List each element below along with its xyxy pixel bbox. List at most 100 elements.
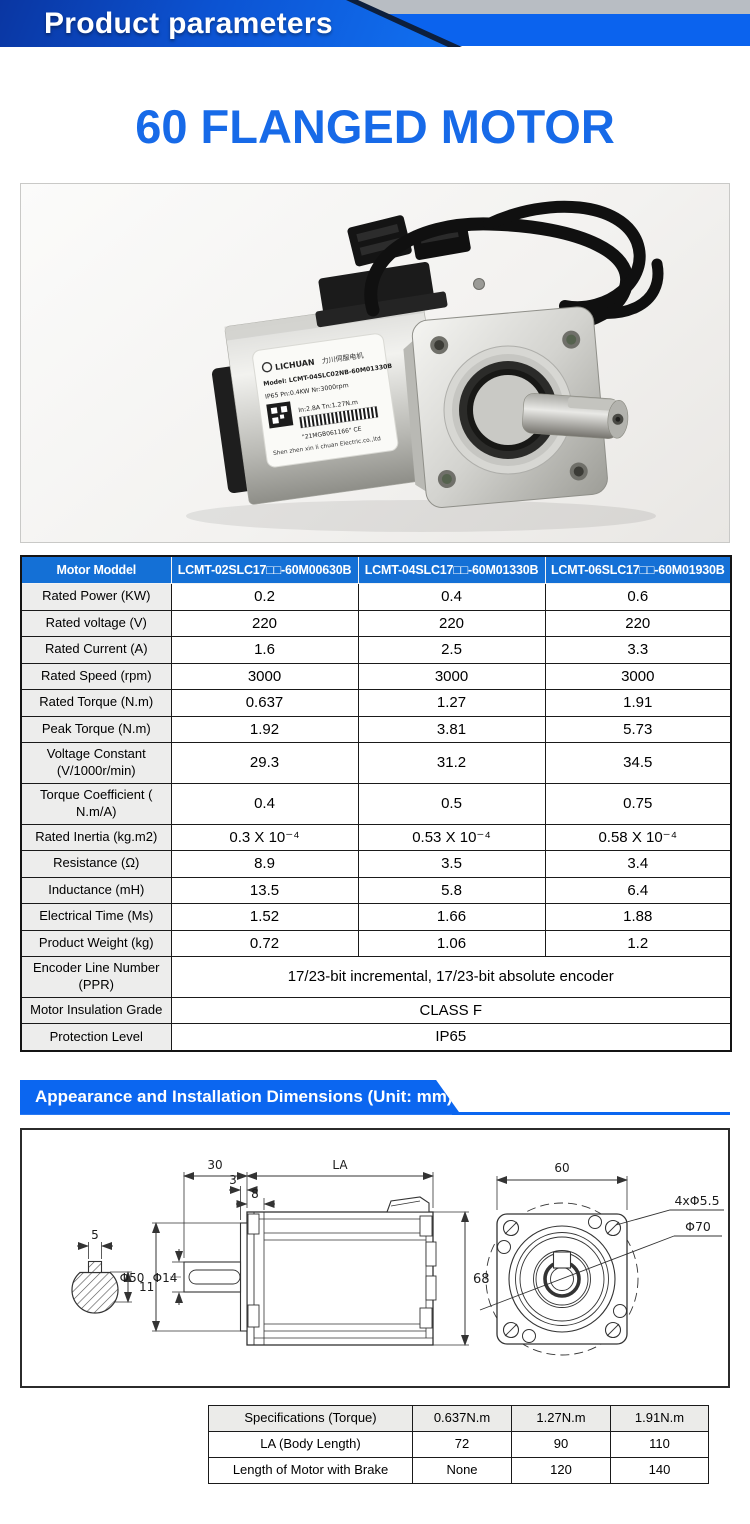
top-banner: Product parameters xyxy=(0,0,750,47)
value-cell: 3000 xyxy=(170,662,359,690)
value-cell: 0.6 xyxy=(544,583,732,611)
value-cell: 3.81 xyxy=(357,715,546,743)
value-cell: 220 xyxy=(170,609,359,637)
dim-label: 60 xyxy=(554,1161,569,1175)
value-cell: 1.91 xyxy=(544,689,732,717)
dim-label: 4xΦ5.5 xyxy=(674,1193,719,1208)
banner-title: Product parameters xyxy=(44,6,333,40)
value-cell: 2.5 xyxy=(357,636,546,664)
spec-row: Resistance (Ω) 8.9 3.5 3.4 xyxy=(20,850,732,878)
span-value-cell: CLASS F xyxy=(170,996,732,1025)
value-cell: 72 xyxy=(412,1430,512,1458)
spec-span-row: Motor Insulation Grade CLASS F xyxy=(20,996,732,1025)
spec-row: Torque Coefficient ( N.m/A) 0.4 0.5 0.75 xyxy=(20,782,732,825)
value-cell: 140 xyxy=(610,1456,709,1484)
row-label: LA (Body Length) xyxy=(208,1430,413,1458)
row-label: Rated Inertia (kg.m2) xyxy=(20,823,172,852)
row-label: Rated Speed (rpm) xyxy=(20,662,172,690)
row-label: Peak Torque (N.m) xyxy=(20,715,172,743)
product-photo-box: LICHUAN 力川伺服电机 Model: LCMT-04SLC02NB-60M… xyxy=(20,183,730,543)
value-cell: 5.8 xyxy=(357,876,546,905)
value-cell: 0.72 xyxy=(170,929,359,958)
spec-header-row: Motor Moddel LCMT-02SLC17□□-60M00630B LC… xyxy=(20,556,732,584)
spec-row: Rated voltage (V) 220 220 220 xyxy=(20,609,732,637)
value-cell: 0.2 xyxy=(170,583,359,611)
dimension-labels: 5 11 30 LA 3 8 Φ50 Φ14 68 60 4xΦ5.5 Φ70 xyxy=(91,1158,719,1294)
value-cell: None xyxy=(412,1456,512,1484)
value-cell: 1.6 xyxy=(170,636,359,664)
shaft-cross-section xyxy=(71,1241,132,1314)
row-label: Voltage Constant (V/1000r/min) xyxy=(20,742,172,784)
value-cell: 5.73 xyxy=(544,715,732,743)
row-label: Rated voltage (V) xyxy=(20,609,172,637)
banner-ribbon: Product parameters xyxy=(0,0,448,47)
spec-span-row: Protection Level IP65 xyxy=(20,1023,732,1052)
motor-shadow xyxy=(186,500,656,532)
spec-corner-header: Motor Moddel xyxy=(20,556,172,584)
banner-gray-strip xyxy=(336,0,750,14)
row-label: Encoder Line Number (PPR) xyxy=(20,956,172,998)
motor-shaft-assembly xyxy=(443,345,629,475)
spec-row: Voltage Constant (V/1000r/min) 29.3 31.2 34… xyxy=(20,742,732,784)
section-title: Appearance and Installation Dimensions (… xyxy=(35,1086,453,1106)
dimension-drawing-box: 5 11 30 LA 3 8 Φ50 Φ14 68 60 4xΦ5.5 Φ70 xyxy=(20,1127,730,1388)
value-cell: 220 xyxy=(357,609,546,637)
value-cell: 0.5 xyxy=(357,782,546,825)
value-cell: 1.92 xyxy=(170,715,359,743)
value-cell: 6.4 xyxy=(544,876,732,905)
span-value-cell: IP65 xyxy=(170,1023,732,1052)
dim-label: 8 xyxy=(251,1187,259,1201)
row-label: Protection Level xyxy=(20,1023,172,1052)
value-cell: 29.3 xyxy=(170,742,359,784)
dim-label: LA xyxy=(332,1158,348,1172)
span-value-cell: 17/23-bit incremental, 17/23-bit absolut… xyxy=(170,956,732,998)
length-header-cell: 1.91N.m xyxy=(610,1404,709,1432)
row-label: Resistance (Ω) xyxy=(20,850,172,878)
connector-screw xyxy=(473,278,485,290)
length-table: Specifications (Torque) 0.637N.m 1.27N.m… xyxy=(208,1404,709,1484)
value-cell: 1.27 xyxy=(357,689,546,717)
length-header-cell: 1.27N.m xyxy=(511,1404,611,1432)
value-cell: 90 xyxy=(511,1430,611,1458)
dimensions-section-header: Appearance and Installation Dimensions (… xyxy=(20,1079,730,1115)
value-cell: 3000 xyxy=(544,662,732,690)
dimension-drawing: 5 11 30 LA 3 8 Φ50 Φ14 68 60 4xΦ5.5 Φ70 xyxy=(71,1158,724,1356)
spec-table: Motor Moddel LCMT-02SLC17□□-60M00630B LC… xyxy=(20,555,732,1052)
motor-side-view xyxy=(152,1171,469,1346)
spec-row: Rated Torque (N.m) 0.637 1.27 1.91 xyxy=(20,689,732,717)
value-cell: 3.5 xyxy=(357,850,546,878)
spec-row: Rated Current (A) 1.6 2.5 3.3 xyxy=(20,636,732,664)
motor-front-view xyxy=(479,1175,724,1356)
value-cell: 13.5 xyxy=(170,876,359,905)
spec-row: Rated Inertia (kg.m2) 0.3 X 10⁻⁴ 0.53 X 10… xyxy=(20,823,732,852)
model-header: LCMT-02SLC17□□-60M00630B xyxy=(170,556,359,584)
length-table-header-row: Specifications (Torque) 0.637N.m 1.27N.m… xyxy=(208,1404,709,1432)
model-header: LCMT-06SLC17□□-60M01930B xyxy=(544,556,732,584)
row-label: Torque Coefficient ( N.m/A) xyxy=(20,782,172,825)
value-cell: 0.58 X 10⁻⁴ xyxy=(544,823,732,852)
motor-label: LICHUAN 力川伺服电机 Model: LCMT-04SLC02NB-60M… xyxy=(252,333,399,468)
section-header-ribbon: Appearance and Installation Dimensions (… xyxy=(20,1079,461,1115)
qr-code xyxy=(266,401,294,429)
value-cell: 31.2 xyxy=(357,742,546,784)
brand-logo-icon xyxy=(261,361,273,373)
row-label: Rated Power (KW) xyxy=(20,583,172,611)
value-cell: 1.88 xyxy=(544,903,732,931)
length-table-row: LA (Body Length) 72 90 110 xyxy=(208,1430,709,1458)
spec-row: Product Weight (kg) 0.72 1.06 1.2 xyxy=(20,929,732,958)
value-cell: 0.3 X 10⁻⁴ xyxy=(170,823,359,852)
value-cell: 1.2 xyxy=(544,929,732,958)
row-label: Rated Torque (N.m) xyxy=(20,689,172,717)
value-cell: 34.5 xyxy=(544,742,732,784)
value-cell: 3.3 xyxy=(544,636,732,664)
dim-label: Φ14 xyxy=(153,1271,178,1285)
page-title: 60 FLANGED MOTOR xyxy=(135,100,615,153)
row-label: Product Weight (kg) xyxy=(20,929,172,958)
dim-label: 68 xyxy=(473,1272,490,1287)
barcode xyxy=(299,406,379,429)
value-cell: 0.75 xyxy=(544,782,732,825)
dim-label: Φ70 xyxy=(685,1219,711,1234)
model-header: LCMT-04SLC17□□-60M01330B xyxy=(357,556,546,584)
spec-row: Inductance (mH) 13.5 5.8 6.4 xyxy=(20,876,732,905)
spec-row: Rated Power (KW) 0.2 0.4 0.6 xyxy=(20,583,732,611)
